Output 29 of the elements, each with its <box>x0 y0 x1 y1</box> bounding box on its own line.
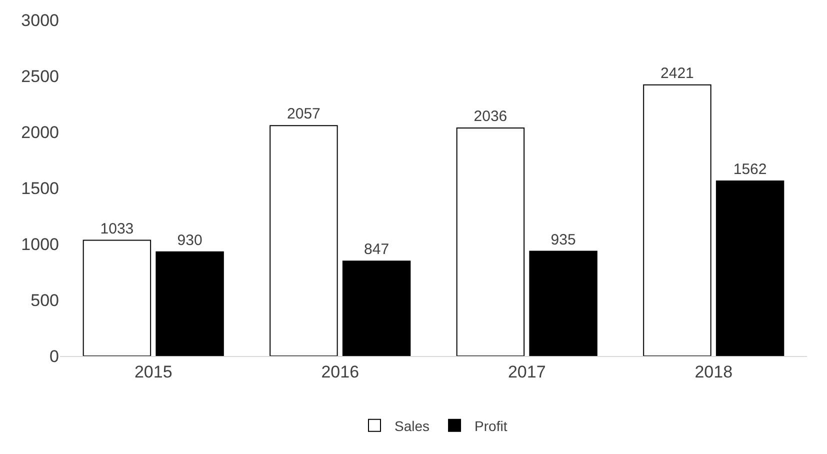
data-label: 2036 <box>474 108 508 125</box>
x-tick-label: 2018 <box>694 362 733 382</box>
x-tick-label: 2017 <box>508 362 546 382</box>
y-tick-label: 500 <box>30 290 59 310</box>
y-tick-label: 2000 <box>21 122 59 142</box>
bar <box>716 180 784 356</box>
legend-label: Profit <box>474 418 508 434</box>
data-label: 935 <box>550 231 576 248</box>
y-tick-label: 3000 <box>21 10 59 30</box>
y-tick-label: 1000 <box>21 234 59 254</box>
bar <box>456 127 525 356</box>
bar <box>156 251 224 356</box>
y-tick-label: 0 <box>50 346 59 366</box>
data-label: 2057 <box>287 106 320 123</box>
data-label: 1033 <box>100 220 134 238</box>
bar <box>342 260 411 356</box>
legend-label: Sales <box>394 418 430 434</box>
y-tick-label: 1500 <box>21 178 59 198</box>
bar <box>529 250 598 356</box>
data-label: 2421 <box>660 64 694 82</box>
bar <box>82 240 152 356</box>
data-label: 847 <box>364 241 390 258</box>
x-tick-label: 2016 <box>321 362 360 382</box>
bar <box>643 84 712 356</box>
bar <box>270 125 338 356</box>
x-tick-label: 2015 <box>134 362 172 382</box>
data-label: 1562 <box>733 161 767 178</box>
data-label: 930 <box>177 232 202 249</box>
y-tick-label: 2500 <box>21 66 59 86</box>
